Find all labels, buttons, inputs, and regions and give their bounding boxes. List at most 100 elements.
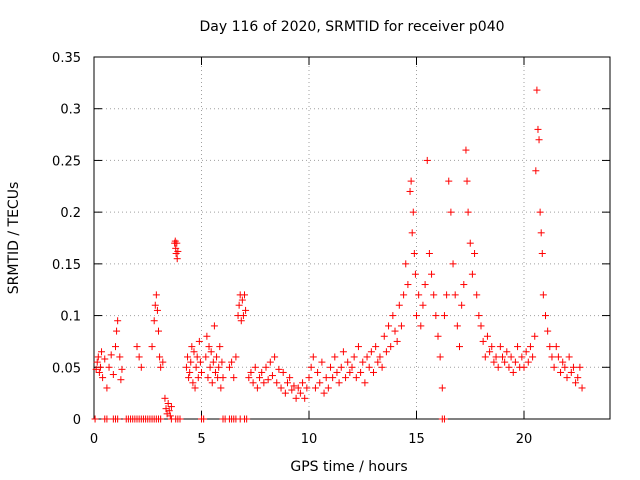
data-point (271, 353, 279, 361)
data-point (348, 363, 356, 371)
data-point (463, 177, 471, 185)
data-point (239, 312, 247, 320)
data-point (402, 260, 410, 268)
data-point (164, 399, 172, 407)
data-point (118, 365, 126, 373)
data-point (103, 415, 111, 423)
data-point (533, 86, 541, 94)
x-tick-label: 5 (197, 432, 205, 447)
data-point (218, 358, 226, 366)
data-points (91, 86, 586, 423)
data-point (531, 332, 539, 340)
data-point (91, 415, 99, 423)
data-point (395, 301, 403, 309)
data-point (242, 306, 250, 314)
data-point (152, 291, 160, 299)
chart-title: Day 116 of 2020, SRMTID for receiver p04… (199, 19, 504, 35)
data-point (557, 368, 565, 376)
data-point (299, 379, 307, 387)
data-point (382, 348, 390, 356)
data-point (288, 386, 296, 394)
data-point (539, 291, 547, 299)
data-point (574, 374, 582, 382)
data-point (217, 384, 225, 392)
data-point (209, 358, 217, 366)
data-point (189, 379, 197, 387)
data-point (445, 177, 453, 185)
data-point (190, 348, 198, 356)
data-point (256, 374, 264, 382)
data-point (344, 358, 352, 366)
data-point (113, 327, 121, 335)
x-tick-label: 20 (516, 432, 533, 447)
data-point (206, 363, 214, 371)
data-point (363, 353, 371, 361)
data-point (294, 384, 302, 392)
data-point (112, 343, 119, 351)
data-point (526, 343, 534, 351)
data-point (561, 363, 569, 371)
data-point (447, 208, 455, 216)
data-point (182, 363, 190, 371)
data-point (421, 281, 429, 289)
data-point (264, 376, 272, 384)
data-point (411, 270, 419, 278)
data-point (391, 327, 399, 335)
data-point (532, 167, 540, 175)
data-point (159, 358, 167, 366)
data-point (322, 374, 330, 382)
data-point (507, 353, 515, 361)
y-tick-label: 0.15 (52, 258, 81, 273)
data-point (499, 353, 506, 361)
data-point (509, 368, 517, 376)
data-point (290, 382, 298, 390)
data-point (572, 379, 580, 387)
data-point (365, 363, 373, 371)
data-point (535, 136, 543, 144)
data-point (192, 363, 200, 371)
data-point (309, 353, 317, 361)
data-point (552, 343, 560, 351)
data-point (215, 363, 223, 371)
data-point (417, 322, 425, 330)
data-point (296, 389, 304, 397)
data-point (318, 358, 326, 366)
data-point (314, 368, 322, 376)
data-point (460, 281, 468, 289)
data-point (133, 343, 141, 351)
data-point (342, 374, 350, 382)
data-point (101, 355, 109, 363)
data-point (350, 353, 358, 361)
data-point (434, 332, 442, 340)
data-point (151, 301, 159, 309)
data-point (565, 353, 573, 361)
data-point (238, 296, 246, 304)
data-point (193, 353, 201, 361)
data-point (243, 415, 251, 423)
data-point (563, 374, 571, 382)
data-point (397, 322, 405, 330)
data-point (494, 363, 502, 371)
data-point (266, 358, 274, 366)
data-point (544, 327, 552, 335)
data-point (213, 353, 221, 361)
data-point (109, 371, 117, 379)
data-point (449, 260, 457, 268)
data-point (202, 353, 210, 361)
data-point (167, 403, 175, 411)
x-tick-label: 0 (90, 432, 98, 447)
data-point (430, 291, 438, 299)
data-point (155, 327, 162, 335)
data-point (542, 312, 549, 320)
data-point (354, 343, 362, 351)
data-point (247, 368, 255, 376)
data-point (188, 343, 196, 351)
y-tick-label: 0 (73, 413, 81, 428)
data-point (436, 353, 444, 361)
data-point (148, 343, 156, 351)
data-point (114, 415, 122, 423)
data-point (404, 281, 412, 289)
x-tick-label: 10 (301, 432, 318, 447)
data-point (337, 363, 345, 371)
data-point (275, 365, 283, 373)
